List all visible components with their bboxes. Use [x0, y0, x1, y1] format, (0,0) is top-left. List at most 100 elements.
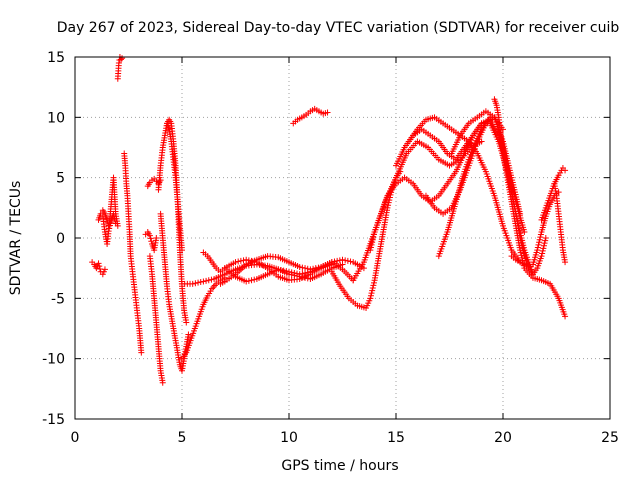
data-point — [112, 220, 119, 227]
data-point — [367, 247, 374, 254]
data-point — [200, 278, 207, 285]
series-arc-27 — [495, 126, 549, 278]
track-marker — [147, 235, 154, 242]
track-marker — [370, 234, 377, 241]
data-point — [179, 247, 185, 254]
track-marker — [536, 239, 543, 246]
data-point — [562, 167, 569, 174]
data-point — [286, 268, 292, 275]
track-marker — [291, 269, 298, 276]
series-arc-24 — [435, 114, 494, 260]
track-marker — [370, 282, 377, 289]
data-point — [115, 60, 122, 67]
data-point — [555, 189, 562, 196]
track-marker — [542, 237, 549, 244]
track-marker — [370, 279, 377, 286]
y-axis-label: SDTVAR / TECUs — [8, 181, 24, 296]
track-marker — [517, 237, 524, 244]
data-point — [521, 228, 528, 235]
data-point — [119, 55, 126, 62]
series-arc-11 — [164, 120, 185, 254]
track-marker — [500, 147, 507, 154]
track-marker — [106, 222, 113, 229]
y-tick-label: -10 — [42, 352, 65, 368]
track-marker — [501, 149, 508, 156]
chart-title: Day 267 of 2023, Sidereal Day-to-day VTE… — [57, 20, 620, 36]
track-marker — [537, 231, 544, 238]
track-marker — [496, 128, 503, 135]
data-point — [275, 266, 282, 273]
x-tick-label: 15 — [387, 430, 405, 446]
track-marker — [283, 268, 290, 275]
series-arc-2 — [95, 174, 121, 248]
data-point — [138, 349, 145, 356]
track-marker — [334, 257, 341, 264]
track-marker — [537, 234, 544, 241]
track-marker — [503, 157, 510, 164]
x-tick-label: 20 — [494, 430, 512, 446]
track-marker — [299, 270, 306, 277]
data-point — [495, 126, 502, 133]
x-axis-label: GPS time / hours — [281, 458, 398, 474]
track-marker — [195, 279, 202, 286]
x-tick-label: 25 — [601, 430, 619, 446]
data-point — [189, 280, 196, 287]
data-point — [296, 263, 303, 270]
data-point — [95, 260, 102, 267]
data-point — [232, 259, 239, 266]
y-tick-label: 0 — [56, 231, 65, 247]
data-point — [243, 278, 250, 285]
track-marker — [519, 245, 526, 252]
y-tick-label: 15 — [47, 50, 65, 66]
track-marker — [148, 238, 155, 245]
track-marker — [367, 244, 374, 251]
data-point — [101, 266, 108, 273]
track-marker — [369, 239, 376, 246]
data-point — [534, 247, 541, 254]
track-marker — [540, 242, 547, 249]
track-marker — [501, 152, 508, 159]
track-marker — [304, 269, 311, 276]
series-arc-28 — [508, 189, 562, 272]
track-marker — [520, 250, 527, 257]
data-point — [384, 204, 391, 211]
series-arc-6 — [142, 228, 160, 254]
y-tick-labels: 15 10 5 0 -5 -10 -15 — [42, 50, 65, 428]
track-marker — [503, 160, 510, 167]
track-marker — [541, 240, 548, 247]
track-marker — [197, 279, 204, 286]
series-arc-3 — [99, 207, 119, 232]
data-point — [538, 253, 545, 260]
track-marker — [367, 292, 374, 299]
y-tick-label: -15 — [42, 412, 65, 428]
track-marker — [203, 277, 210, 284]
series-arc-4 — [114, 54, 126, 82]
series-arc-7 — [146, 253, 166, 386]
data-point — [185, 331, 192, 338]
y-tick-label: -5 — [51, 291, 65, 307]
data-point — [517, 235, 524, 241]
track-marker — [294, 270, 301, 277]
track-marker — [502, 154, 509, 161]
track-marker — [369, 284, 376, 291]
track-marker — [235, 258, 242, 265]
data-point — [542, 235, 549, 241]
data-point — [562, 259, 569, 266]
data-point — [562, 313, 569, 320]
track-marker — [107, 219, 114, 226]
track-marker — [540, 245, 547, 252]
track-marker — [368, 241, 375, 248]
track-marker — [288, 269, 295, 276]
track-marker — [539, 247, 546, 254]
track-marker — [539, 250, 546, 257]
track-marker — [336, 257, 343, 264]
track-marker — [496, 131, 503, 138]
track-marker — [342, 257, 349, 264]
track-marker — [192, 280, 199, 287]
track-marker — [499, 141, 506, 148]
data-point — [500, 144, 506, 151]
series-arc-22 — [405, 114, 524, 266]
track-marker — [251, 276, 258, 283]
series-arc-1 — [89, 259, 108, 278]
track-marker — [536, 236, 543, 243]
